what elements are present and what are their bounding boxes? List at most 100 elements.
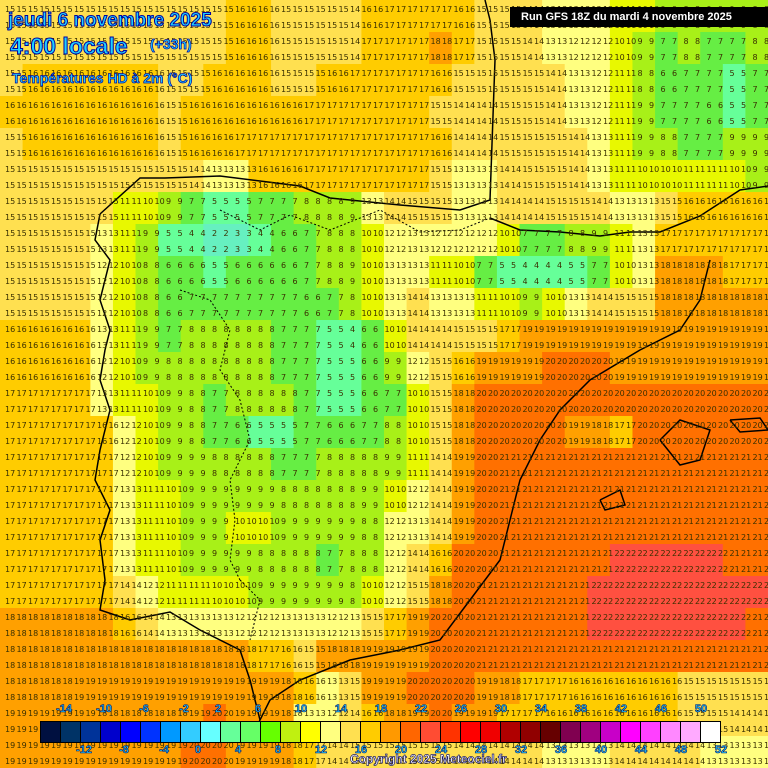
svg-text:18: 18	[28, 613, 38, 622]
svg-text:15: 15	[51, 261, 61, 270]
svg-text:13: 13	[454, 309, 464, 318]
svg-text:16: 16	[97, 101, 107, 110]
svg-text:5: 5	[741, 101, 746, 110]
svg-text:15: 15	[569, 197, 579, 206]
svg-text:21: 21	[695, 501, 705, 510]
svg-text:20: 20	[454, 693, 464, 702]
svg-text:16: 16	[258, 5, 268, 14]
svg-text:7: 7	[327, 565, 332, 574]
svg-text:15: 15	[419, 213, 429, 222]
svg-text:21: 21	[707, 533, 717, 542]
svg-text:14: 14	[534, 213, 544, 222]
svg-text:7: 7	[695, 133, 700, 142]
svg-text:13: 13	[431, 293, 441, 302]
svg-text:14: 14	[327, 757, 337, 766]
svg-text:9: 9	[753, 165, 758, 174]
svg-text:13: 13	[638, 277, 648, 286]
svg-text:7: 7	[523, 229, 528, 238]
svg-text:13: 13	[592, 133, 602, 142]
svg-text:17: 17	[408, 69, 418, 78]
svg-text:19: 19	[270, 693, 280, 702]
svg-text:22: 22	[707, 597, 717, 606]
svg-text:9: 9	[730, 149, 735, 158]
svg-text:21: 21	[695, 453, 705, 462]
svg-text:8: 8	[350, 485, 355, 494]
svg-text:17: 17	[730, 245, 740, 254]
svg-text:17: 17	[304, 117, 314, 126]
svg-text:15: 15	[40, 277, 50, 286]
svg-text:20: 20	[442, 677, 452, 686]
svg-text:10: 10	[166, 501, 176, 510]
svg-text:13: 13	[408, 261, 418, 270]
svg-text:17: 17	[672, 245, 682, 254]
svg-text:15: 15	[477, 53, 487, 62]
svg-text:15: 15	[5, 133, 15, 142]
svg-text:5: 5	[178, 245, 183, 254]
svg-text:15: 15	[17, 229, 27, 238]
svg-text:21: 21	[649, 469, 659, 478]
svg-text:17: 17	[109, 597, 119, 606]
svg-text:19: 19	[707, 373, 717, 382]
svg-text:15: 15	[661, 213, 671, 222]
svg-text:19: 19	[615, 341, 625, 350]
svg-text:13: 13	[465, 213, 475, 222]
svg-text:5: 5	[339, 325, 344, 334]
svg-text:9: 9	[350, 197, 355, 206]
svg-text:9: 9	[396, 453, 401, 462]
svg-text:8: 8	[201, 341, 206, 350]
svg-text:18: 18	[224, 661, 234, 670]
svg-text:15: 15	[477, 85, 487, 94]
svg-text:16: 16	[212, 85, 222, 94]
svg-text:13: 13	[373, 197, 383, 206]
svg-text:19: 19	[730, 373, 740, 382]
svg-text:13: 13	[304, 629, 314, 638]
svg-text:11: 11	[488, 293, 498, 302]
svg-text:19: 19	[488, 677, 498, 686]
svg-text:10: 10	[166, 485, 176, 494]
svg-text:19: 19	[189, 677, 199, 686]
svg-text:19: 19	[86, 693, 96, 702]
svg-text:17: 17	[97, 581, 107, 590]
svg-text:20: 20	[523, 437, 533, 446]
svg-text:21: 21	[580, 469, 590, 478]
svg-text:15: 15	[120, 165, 130, 174]
svg-text:13: 13	[419, 245, 429, 254]
svg-text:19: 19	[649, 357, 659, 366]
svg-text:9: 9	[327, 517, 332, 526]
svg-text:17: 17	[86, 565, 96, 574]
svg-text:11: 11	[442, 261, 452, 270]
svg-text:10: 10	[143, 197, 153, 206]
svg-text:17: 17	[17, 485, 27, 494]
svg-text:19: 19	[695, 325, 705, 334]
svg-text:12: 12	[408, 357, 418, 366]
svg-text:8: 8	[270, 373, 275, 382]
svg-text:16: 16	[718, 197, 728, 206]
svg-text:15: 15	[316, 85, 326, 94]
svg-text:9: 9	[258, 485, 263, 494]
svg-text:10: 10	[166, 565, 176, 574]
svg-text:7: 7	[327, 293, 332, 302]
svg-text:20: 20	[672, 389, 682, 398]
svg-text:20: 20	[431, 709, 441, 718]
svg-text:20: 20	[488, 565, 498, 574]
svg-text:12: 12	[385, 565, 395, 574]
svg-text:13: 13	[465, 197, 475, 206]
svg-text:6: 6	[178, 309, 183, 318]
svg-text:7: 7	[730, 37, 735, 46]
svg-text:9: 9	[304, 581, 309, 590]
svg-text:13: 13	[408, 517, 418, 526]
svg-text:9: 9	[166, 437, 171, 446]
svg-text:17: 17	[362, 149, 372, 158]
svg-text:12: 12	[396, 565, 406, 574]
svg-text:8: 8	[580, 229, 585, 238]
svg-text:15: 15	[293, 37, 303, 46]
svg-text:20: 20	[603, 405, 613, 414]
svg-text:22: 22	[626, 597, 636, 606]
svg-text:16: 16	[592, 677, 602, 686]
svg-text:16: 16	[109, 133, 119, 142]
svg-text:16: 16	[327, 85, 337, 94]
svg-text:15: 15	[97, 213, 107, 222]
svg-text:9: 9	[166, 213, 171, 222]
svg-text:7: 7	[293, 213, 298, 222]
